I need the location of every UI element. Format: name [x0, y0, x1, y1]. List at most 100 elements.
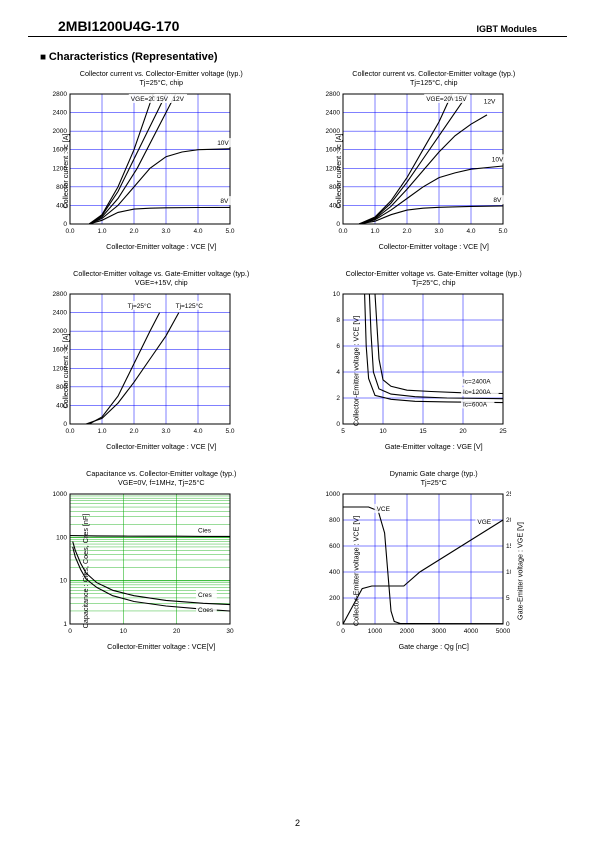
- svg-text:15V: 15V: [455, 96, 467, 103]
- y-axis-label: Collector-Emitter voltage : VCE [V]: [351, 315, 360, 425]
- svg-text:0: 0: [336, 421, 340, 428]
- page-number: 2: [0, 818, 595, 828]
- page-header: 2MBI1200U4G-170 IGBT Modules: [28, 0, 567, 37]
- svg-text:3000: 3000: [431, 628, 446, 635]
- svg-text:20: 20: [173, 628, 181, 635]
- svg-text:5: 5: [506, 595, 510, 602]
- svg-text:8V: 8V: [493, 197, 502, 204]
- svg-text:12V: 12V: [172, 96, 184, 103]
- part-number: 2MBI1200U4G-170: [58, 18, 179, 34]
- chart-title: Collector-Emitter voltage vs. Gate-Emitt…: [38, 269, 285, 287]
- svg-text:4000: 4000: [463, 628, 478, 635]
- svg-text:10: 10: [120, 628, 128, 635]
- svg-text:12V: 12V: [483, 98, 495, 105]
- chart-title: Dynamic Gate charge (typ.)Tj=25°C: [311, 469, 558, 487]
- svg-text:20: 20: [459, 428, 467, 435]
- svg-text:4.0: 4.0: [466, 228, 475, 235]
- svg-text:1000: 1000: [367, 628, 382, 635]
- svg-text:0: 0: [336, 621, 340, 628]
- y-axis-label: Capacitance : Cies, Coes, Cres [nF]: [81, 513, 90, 628]
- svg-text:2.0: 2.0: [129, 228, 138, 235]
- svg-text:Ic=600A: Ic=600A: [463, 401, 488, 408]
- svg-text:10: 10: [506, 569, 511, 576]
- x-axis-label: Collector-Emitter voltage : VCE [V]: [311, 242, 558, 251]
- svg-text:10V: 10V: [491, 156, 503, 163]
- svg-text:Tj=25°C: Tj=25°C: [128, 302, 152, 310]
- svg-text:1.0: 1.0: [97, 228, 106, 235]
- svg-text:3.0: 3.0: [161, 428, 170, 435]
- svg-text:30: 30: [226, 628, 234, 635]
- chart-title: Collector-Emitter voltage vs. Gate-Emitt…: [311, 269, 558, 287]
- svg-text:1000: 1000: [53, 491, 68, 498]
- svg-text:100: 100: [56, 534, 67, 541]
- svg-text:2000: 2000: [399, 628, 414, 635]
- section-title: Characteristics (Representative): [0, 37, 595, 69]
- svg-text:2400: 2400: [53, 310, 68, 317]
- chart-3: Collector-Emitter voltage vs. Gate-Emitt…: [38, 269, 285, 451]
- x-axis-label: Collector-Emitter voltage : VCE [V]: [38, 442, 285, 451]
- svg-text:1.0: 1.0: [370, 228, 379, 235]
- svg-text:0: 0: [506, 621, 510, 628]
- chart-title: Collector current vs. Collector-Emitter …: [38, 69, 285, 87]
- svg-text:15V: 15V: [156, 96, 168, 103]
- svg-text:Cies: Cies: [198, 527, 212, 534]
- svg-text:1000: 1000: [325, 491, 340, 498]
- svg-text:10V: 10V: [217, 140, 229, 147]
- x-axis-label: Gate-Emitter voltage : VGE [V]: [311, 442, 558, 451]
- svg-text:6: 6: [336, 343, 340, 350]
- module-type: IGBT Modules: [477, 24, 538, 34]
- svg-text:0.0: 0.0: [65, 428, 74, 435]
- svg-text:3.0: 3.0: [161, 228, 170, 235]
- svg-text:2800: 2800: [53, 91, 68, 98]
- svg-text:4.0: 4.0: [193, 228, 202, 235]
- svg-text:4.0: 4.0: [193, 428, 202, 435]
- x-axis-label: Collector-Emitter voltage : VCE [V]: [38, 242, 285, 251]
- svg-text:0.0: 0.0: [65, 228, 74, 235]
- chart-title: Capacitance vs. Collector-Emitter voltag…: [38, 469, 285, 487]
- chart-5: Capacitance vs. Collector-Emitter voltag…: [38, 469, 285, 651]
- svg-text:400: 400: [329, 569, 340, 576]
- svg-text:4: 4: [336, 369, 340, 376]
- y-axis-label: Collector current : Ic [A]: [61, 133, 70, 208]
- chart-grid: Collector current vs. Collector-Emitter …: [0, 69, 595, 651]
- y2-axis-label: Gate-Emitter voltage : VGE [V]: [516, 522, 525, 620]
- svg-text:0.0: 0.0: [338, 228, 347, 235]
- svg-text:2.0: 2.0: [402, 228, 411, 235]
- chart-2: Collector current vs. Collector-Emitter …: [311, 69, 558, 251]
- svg-text:2.0: 2.0: [129, 428, 138, 435]
- svg-text:0: 0: [63, 221, 67, 228]
- svg-text:600: 600: [329, 543, 340, 550]
- svg-text:Ic=2400A: Ic=2400A: [463, 379, 491, 386]
- svg-text:2800: 2800: [53, 291, 68, 298]
- svg-text:8: 8: [336, 317, 340, 324]
- svg-text:Cres: Cres: [198, 592, 212, 599]
- svg-text:15: 15: [419, 428, 427, 435]
- svg-text:2400: 2400: [53, 110, 68, 117]
- svg-text:3.0: 3.0: [434, 228, 443, 235]
- svg-text:VGE: VGE: [477, 519, 491, 526]
- svg-text:Tj=125°C: Tj=125°C: [176, 302, 204, 310]
- svg-text:20: 20: [506, 517, 511, 524]
- chart-6: Dynamic Gate charge (typ.)Tj=25°C Collect…: [311, 469, 558, 651]
- svg-text:VGE=20V: VGE=20V: [426, 96, 456, 103]
- svg-text:VCE: VCE: [376, 506, 390, 513]
- y-axis-label: Collector-Emitter voltage : VCE [V]: [351, 515, 360, 625]
- svg-text:10: 10: [332, 291, 340, 298]
- svg-text:5.0: 5.0: [498, 228, 507, 235]
- svg-text:8V: 8V: [220, 198, 229, 205]
- svg-text:2400: 2400: [325, 110, 340, 117]
- svg-text:25: 25: [506, 491, 511, 498]
- chart-title: Collector current vs. Collector-Emitter …: [311, 69, 558, 87]
- svg-text:0: 0: [341, 628, 345, 635]
- chart-1: Collector current vs. Collector-Emitter …: [38, 69, 285, 251]
- svg-text:0: 0: [336, 221, 340, 228]
- y-axis-label: Collector current : Ic [A]: [61, 333, 70, 408]
- svg-text:2: 2: [336, 395, 340, 402]
- svg-text:Ic=1200A: Ic=1200A: [463, 389, 491, 396]
- svg-text:1: 1: [63, 621, 67, 628]
- svg-text:5.0: 5.0: [225, 228, 234, 235]
- svg-text:Coes: Coes: [198, 607, 214, 614]
- x-axis-label: Gate charge : Qg [nC]: [311, 642, 558, 651]
- svg-text:5.0: 5.0: [225, 428, 234, 435]
- svg-text:5: 5: [341, 428, 345, 435]
